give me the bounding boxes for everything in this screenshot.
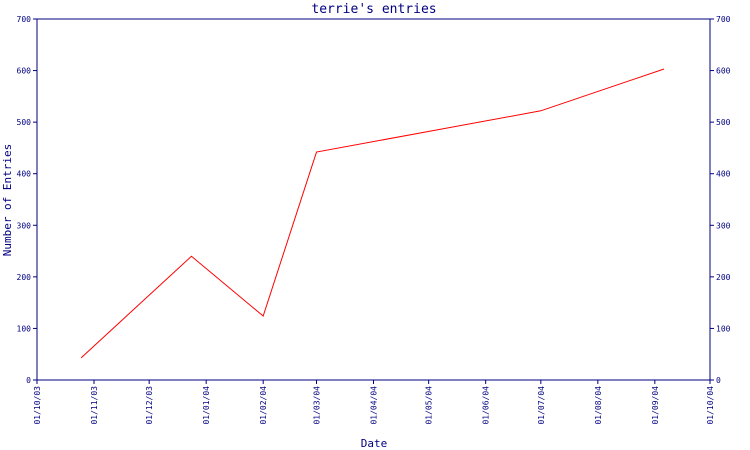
x-tick-label: 01/02/04 bbox=[259, 386, 268, 425]
y-tick-label: 700 bbox=[17, 15, 32, 24]
y-tick-label: 200 bbox=[17, 273, 32, 282]
x-tick-label: 01/12/03 bbox=[145, 386, 154, 425]
x-tick-label: 01/09/04 bbox=[651, 386, 660, 425]
x-tick-label: 01/11/03 bbox=[90, 386, 99, 425]
x-axis-label: Date bbox=[361, 437, 388, 450]
x-tick-label: 01/10/04 bbox=[706, 386, 715, 425]
x-tick-label: 01/01/04 bbox=[202, 386, 211, 425]
plot-frame bbox=[36, 18, 711, 381]
y2-tick-label: 300 bbox=[716, 221, 731, 230]
y2-tick-label: 500 bbox=[716, 118, 731, 127]
data-line bbox=[80, 68, 665, 359]
x-tick-label: 01/08/04 bbox=[594, 386, 603, 425]
y2-tick-label: 600 bbox=[716, 67, 731, 76]
x-tick-label: 01/10/03 bbox=[33, 386, 42, 425]
x-tick-label: 01/07/04 bbox=[537, 386, 546, 425]
y-axis-label: Number of Entries bbox=[1, 144, 14, 257]
y-tick-label: 100 bbox=[17, 324, 32, 333]
y2-tick-label: 0 bbox=[716, 376, 721, 385]
y-tick-label: 0 bbox=[26, 376, 31, 385]
y2-tick-label: 200 bbox=[716, 273, 731, 282]
x-tick-label: 01/04/04 bbox=[370, 386, 379, 425]
x-tick-label: 01/06/04 bbox=[482, 386, 491, 425]
chart-title: terrie's entries bbox=[311, 2, 436, 17]
x-tick-label: 01/05/04 bbox=[425, 386, 434, 425]
y2-tick-label: 400 bbox=[716, 170, 731, 179]
y2-tick-label: 700 bbox=[716, 15, 731, 24]
y2-tick-label: 100 bbox=[716, 324, 731, 333]
y-tick-label: 300 bbox=[17, 221, 32, 230]
y-tick-label: 400 bbox=[17, 170, 32, 179]
x-tick-label: 01/03/04 bbox=[312, 386, 321, 425]
y-tick-label: 500 bbox=[17, 118, 32, 127]
y-tick-label: 600 bbox=[17, 67, 32, 76]
